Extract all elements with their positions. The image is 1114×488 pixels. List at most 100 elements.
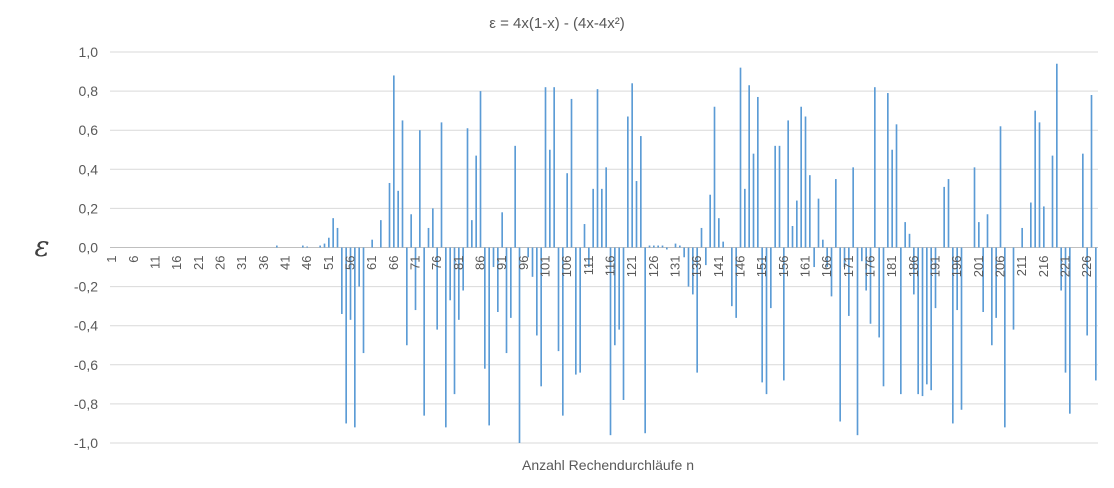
- bar: [1030, 202, 1032, 248]
- x-tick-label: 11: [148, 256, 163, 270]
- x-tick-label: 176: [863, 256, 878, 278]
- bar: [848, 247, 850, 316]
- bar: [995, 247, 997, 318]
- bar: [748, 85, 750, 248]
- bar: [917, 247, 919, 395]
- bar: [744, 188, 746, 248]
- bar: [791, 226, 794, 248]
- bar: [679, 245, 681, 248]
- x-tick-label: 86: [473, 256, 488, 270]
- bar: [562, 247, 564, 416]
- x-tick-label: 21: [191, 256, 206, 270]
- bar: [505, 247, 508, 354]
- x-tick-label: 196: [949, 256, 964, 278]
- bar: [1034, 110, 1036, 248]
- x-tick-label: 121: [624, 256, 639, 278]
- x-tick-label: 56: [343, 256, 358, 270]
- bar: [596, 89, 599, 248]
- bar: [423, 247, 425, 416]
- x-tick-label: 96: [516, 256, 531, 270]
- bar: [566, 173, 568, 248]
- bar: [926, 247, 928, 385]
- x-tick-label: 211: [1014, 256, 1029, 277]
- bar: [306, 246, 308, 248]
- bar: [1051, 155, 1054, 248]
- bar: [687, 247, 690, 287]
- bar: [622, 247, 625, 400]
- bar: [861, 247, 863, 262]
- bar: [609, 247, 612, 436]
- bar: [982, 247, 984, 313]
- x-tick-label: 36: [256, 256, 271, 270]
- bar: [462, 247, 464, 291]
- x-tick-label: 226: [1079, 256, 1094, 278]
- bar: [657, 245, 659, 248]
- bar: [488, 247, 490, 426]
- bar: [648, 245, 651, 248]
- bar: [393, 75, 395, 248]
- bar: [895, 124, 898, 248]
- bar: [575, 247, 577, 375]
- bar: [882, 247, 885, 387]
- x-tick-label: 166: [819, 256, 834, 278]
- y-axis-ticks: 1,0 0,8 0,6 0,4 0,2 0,0 -0,2 -0,4 -0,6 -0,8 -1,0: [74, 44, 98, 451]
- bars: [276, 63, 1097, 443]
- y-tick-label: -0,2: [74, 279, 98, 295]
- bar: [1060, 247, 1062, 291]
- x-tick-label: 191: [928, 256, 943, 278]
- bar: [1004, 247, 1006, 428]
- bar: [761, 247, 763, 383]
- bar: [874, 87, 876, 248]
- bar: [553, 87, 555, 248]
- x-tick-label: 16: [169, 256, 184, 270]
- y-axis-label: ε: [34, 230, 49, 263]
- x-tick-label: 6: [126, 256, 141, 263]
- bar: [1056, 63, 1058, 248]
- bar: [453, 247, 456, 395]
- bar: [484, 247, 486, 369]
- bar: [588, 247, 590, 268]
- bar: [908, 233, 911, 248]
- bar: [445, 247, 447, 428]
- bar: [809, 175, 811, 248]
- bar: [856, 247, 859, 436]
- bar: [774, 145, 776, 248]
- x-tick-label: 201: [971, 256, 986, 278]
- bar: [735, 247, 737, 318]
- bar: [1090, 95, 1093, 248]
- bar: [978, 222, 980, 248]
- bar: [835, 179, 837, 248]
- y-tick-label: -0,6: [74, 357, 98, 373]
- bar: [692, 247, 694, 295]
- chart-title: ε = 4x(1-x) - (4x-4x²): [489, 15, 624, 32]
- bar: [440, 122, 443, 248]
- bar: [319, 245, 321, 248]
- bar: [869, 247, 872, 324]
- bar: [947, 179, 950, 248]
- bar: [700, 227, 703, 248]
- bar: [1038, 122, 1041, 248]
- bar: [540, 247, 542, 387]
- bar: [549, 149, 551, 248]
- bar: [822, 239, 824, 248]
- bar: [501, 212, 503, 248]
- bar: [709, 194, 711, 248]
- x-tick-label: 126: [646, 256, 661, 278]
- bar: [640, 136, 642, 248]
- bar: [497, 247, 499, 313]
- x-tick-label: 216: [1036, 256, 1051, 278]
- bar: [804, 116, 807, 248]
- bar: [406, 247, 408, 346]
- bar: [813, 247, 815, 268]
- x-tick-label: 51: [321, 256, 336, 270]
- bar: [427, 227, 430, 248]
- bar: [631, 83, 633, 248]
- bar: [999, 126, 1002, 248]
- bar: [328, 237, 330, 248]
- bar: [770, 247, 772, 309]
- bar: [943, 186, 945, 248]
- bar: [614, 247, 616, 346]
- bar: [527, 247, 529, 258]
- x-tick-label: 171: [841, 256, 856, 278]
